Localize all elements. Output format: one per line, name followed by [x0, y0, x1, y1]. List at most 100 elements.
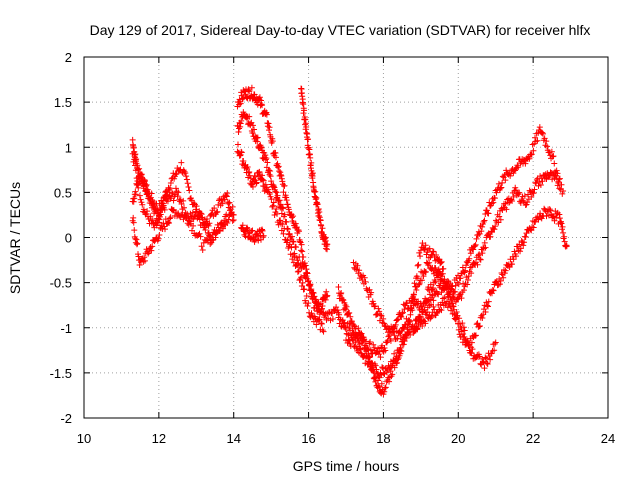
data-point	[183, 176, 190, 183]
data-point	[411, 280, 418, 287]
data-point	[315, 300, 322, 307]
data-point	[482, 354, 489, 361]
data-point	[438, 273, 445, 280]
data-point	[174, 193, 181, 200]
data-point	[138, 171, 145, 178]
data-point	[230, 211, 237, 218]
data-point	[405, 316, 412, 323]
x-tick-label: 16	[301, 431, 315, 446]
data-point	[395, 316, 402, 323]
data-point	[246, 113, 253, 120]
data-point	[521, 192, 528, 199]
data-point	[528, 193, 535, 200]
data-point	[454, 296, 461, 303]
data-point	[462, 267, 469, 274]
data-point	[381, 388, 388, 395]
data-point	[427, 281, 434, 288]
data-point	[279, 221, 286, 228]
data-point	[240, 109, 247, 116]
data-point	[259, 176, 266, 183]
data-point	[391, 358, 398, 365]
data-point	[435, 291, 442, 298]
data-point	[369, 350, 376, 357]
data-point	[274, 210, 281, 217]
data-point	[291, 253, 298, 260]
data-point	[304, 302, 311, 309]
data-point	[557, 219, 564, 226]
data-point	[240, 157, 247, 164]
data-point	[230, 216, 237, 223]
data-point	[298, 241, 305, 248]
data-point	[352, 339, 359, 346]
data-point	[415, 261, 422, 268]
data-point	[318, 320, 325, 327]
data-point	[521, 239, 528, 246]
data-point	[362, 278, 369, 285]
data-point	[466, 341, 473, 348]
data-point	[378, 312, 385, 319]
data-point	[183, 173, 190, 180]
data-point	[437, 259, 444, 266]
data-point	[165, 219, 172, 226]
data-point	[246, 169, 253, 176]
data-point	[295, 226, 302, 233]
x-axis: 10 12 14 16 18 20 22 24	[77, 57, 615, 446]
series-track-8	[238, 222, 267, 245]
data-point	[431, 306, 438, 313]
data-point	[423, 298, 430, 305]
data-point	[202, 226, 209, 233]
data-point	[263, 155, 270, 162]
data-point	[393, 353, 400, 360]
data-point	[130, 198, 137, 205]
data-point	[214, 208, 221, 215]
data-point	[257, 97, 264, 104]
data-point	[413, 324, 420, 331]
data-point	[447, 280, 454, 287]
data-point	[513, 253, 520, 260]
data-point	[377, 312, 384, 319]
data-point	[336, 311, 343, 318]
data-point	[479, 223, 486, 230]
data-point	[180, 204, 187, 211]
data-point	[288, 244, 295, 251]
data-point	[303, 266, 310, 273]
data-point	[197, 210, 204, 217]
data-point	[166, 186, 173, 193]
data-point	[148, 190, 155, 197]
data-point	[391, 350, 398, 357]
data-point	[481, 365, 488, 372]
data-point	[329, 315, 336, 322]
data-point	[166, 220, 173, 227]
data-point	[211, 205, 218, 212]
data-point	[306, 282, 313, 289]
series-track-10	[335, 124, 567, 398]
y-tick-label: -1.5	[50, 366, 72, 381]
data-point	[358, 330, 365, 337]
data-point	[430, 297, 437, 304]
data-point	[147, 194, 154, 201]
data-point	[265, 120, 272, 127]
data-point	[553, 167, 560, 174]
data-point	[301, 286, 308, 293]
data-point	[172, 171, 179, 178]
data-point	[238, 117, 245, 124]
data-point	[181, 168, 188, 175]
data-point	[414, 325, 421, 332]
data-point	[310, 289, 317, 296]
data-point	[292, 220, 299, 227]
data-point	[301, 107, 308, 114]
data-point	[457, 275, 464, 282]
data-point	[135, 253, 142, 260]
data-point	[256, 94, 263, 101]
data-point	[299, 279, 306, 286]
data-point	[380, 320, 387, 327]
data-point	[237, 123, 244, 130]
data-point	[307, 165, 314, 172]
data-point	[389, 371, 396, 378]
data-point	[382, 384, 389, 391]
data-point	[304, 131, 311, 138]
data-point	[419, 240, 426, 247]
gridlines	[84, 57, 608, 418]
data-point	[526, 155, 533, 162]
data-point	[252, 236, 259, 243]
